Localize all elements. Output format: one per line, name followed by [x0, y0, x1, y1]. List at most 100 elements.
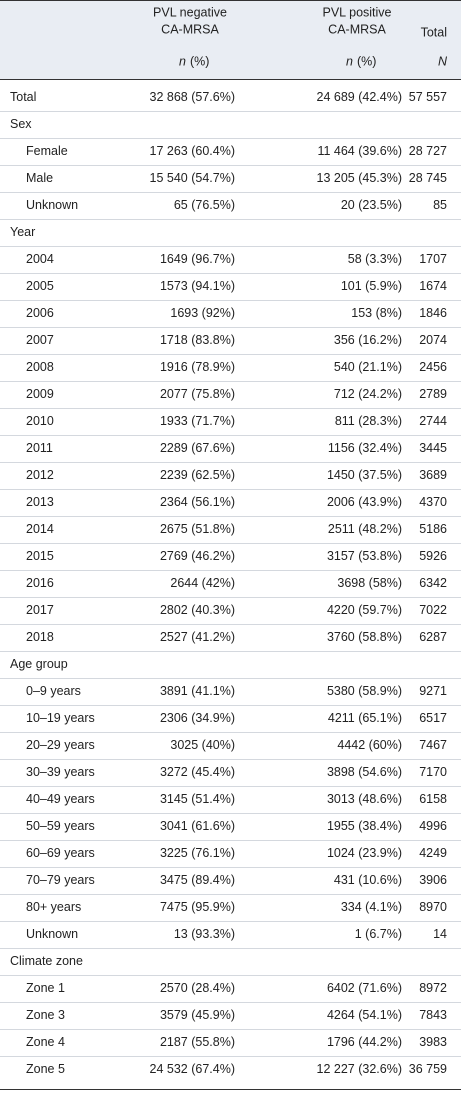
- cell: 3041 (61.6%): [160, 819, 235, 833]
- cell: 2364 (56.1%): [160, 495, 235, 509]
- cell: 2644 (42%): [170, 576, 235, 590]
- row-label: 2012: [26, 468, 54, 482]
- row-label: Male: [26, 171, 53, 185]
- cell: 4370: [419, 495, 447, 509]
- cell: 4249: [419, 846, 447, 860]
- row-label: 80+ years: [26, 900, 81, 914]
- group-label: Sex: [10, 117, 32, 131]
- row-label: 2018: [26, 630, 54, 644]
- header-background: [0, 0, 461, 79]
- cell: 24 689 (42.4%): [317, 90, 402, 104]
- row-label: 60–69 years: [26, 846, 95, 860]
- row-label: 50–59 years: [26, 819, 95, 833]
- cell: 1955 (38.4%): [327, 819, 402, 833]
- row-label: 2009: [26, 387, 54, 401]
- cell: 6402 (71.6%): [327, 981, 402, 995]
- cell: 3025 (40%): [170, 738, 235, 752]
- cell: 712 (24.2%): [334, 387, 402, 401]
- cell: 15 540 (54.7%): [150, 171, 235, 185]
- group-label: Age group: [10, 657, 68, 671]
- cell: 2802 (40.3%): [160, 603, 235, 617]
- cell: 5186: [419, 522, 447, 536]
- row-label: 10–19 years: [26, 711, 95, 725]
- group-label: Climate zone: [10, 954, 83, 968]
- cell: 2769 (46.2%): [160, 549, 235, 563]
- row-label: 2017: [26, 603, 54, 617]
- cell: 5926: [419, 549, 447, 563]
- row-label: Zone 1: [26, 981, 65, 995]
- row-label: 40–49 years: [26, 792, 95, 806]
- cell: 20 (23.5%): [341, 198, 402, 212]
- row-label: Zone 3: [26, 1008, 65, 1022]
- cell: 2570 (28.4%): [160, 981, 235, 995]
- cell: 6517: [419, 711, 447, 725]
- row-label: Zone 4: [26, 1035, 65, 1049]
- column-header: Total: [421, 25, 447, 39]
- cell: 6287: [419, 630, 447, 644]
- row-label: 2008: [26, 360, 54, 374]
- cell: 3983: [419, 1035, 447, 1049]
- cell: 32 868 (57.6%): [150, 90, 235, 104]
- cell: 2187 (55.8%): [160, 1035, 235, 1049]
- cell: 2744: [419, 414, 447, 428]
- column-variable: n: [346, 54, 353, 68]
- cell: 13 205 (45.3%): [317, 171, 402, 185]
- row-label: 2007: [26, 333, 54, 347]
- cell: 3145 (51.4%): [160, 792, 235, 806]
- cell: 2527 (41.2%): [160, 630, 235, 644]
- cell: 4264 (54.1%): [327, 1008, 402, 1022]
- cell: 1796 (44.2%): [327, 1035, 402, 1049]
- cell: 8970: [419, 900, 447, 914]
- row-label: 70–79 years: [26, 873, 95, 887]
- cell: 3760 (58.8%): [327, 630, 402, 644]
- cell: 57 557: [409, 90, 447, 104]
- cell: 6158: [419, 792, 447, 806]
- cell: 431 (10.6%): [334, 873, 402, 887]
- cell: 1707: [419, 252, 447, 266]
- row-label: 2006: [26, 306, 54, 320]
- cell: 28 745: [409, 171, 447, 185]
- cell: 3445: [419, 441, 447, 455]
- cell: 5380 (58.9%): [327, 684, 402, 698]
- cell: 2306 (34.9%): [160, 711, 235, 725]
- row-label: 0–9 years: [26, 684, 81, 698]
- cell: 1718 (83.8%): [160, 333, 235, 347]
- cell: 36 759: [409, 1062, 447, 1076]
- group-label: Year: [10, 225, 35, 239]
- cell: 540 (21.1%): [334, 360, 402, 374]
- row-label: Total: [10, 90, 36, 104]
- cell: 3689: [419, 468, 447, 482]
- cell: 3157 (53.8%): [327, 549, 402, 563]
- row-label: 20–29 years: [26, 738, 95, 752]
- cell: 3225 (76.1%): [160, 846, 235, 860]
- cell: 1933 (71.7%): [160, 414, 235, 428]
- column-unit: (%): [190, 54, 209, 68]
- cell: 2077 (75.8%): [160, 387, 235, 401]
- cell: 2239 (62.5%): [160, 468, 235, 482]
- row-label: 30–39 years: [26, 765, 95, 779]
- cell: 1846: [419, 306, 447, 320]
- cell: 85: [433, 198, 447, 212]
- cell: 3891 (41.1%): [160, 684, 235, 698]
- row-label: 2015: [26, 549, 54, 563]
- column-variable: N: [438, 54, 448, 68]
- cell: 1649 (96.7%): [160, 252, 235, 266]
- column-header: PVL negative: [153, 5, 227, 19]
- column-header: CA-MRSA: [328, 22, 386, 36]
- cell: 2074: [419, 333, 447, 347]
- cell: 153 (8%): [351, 306, 402, 320]
- cell: 1693 (92%): [170, 306, 235, 320]
- cell: 1156 (32.4%): [328, 441, 402, 455]
- cell: 3475 (89.4%): [160, 873, 235, 887]
- cell: 14: [433, 927, 447, 941]
- row-label: Female: [26, 144, 68, 158]
- cell: 3013 (48.6%): [327, 792, 402, 806]
- cell: 17 263 (60.4%): [150, 144, 235, 158]
- cell: 1573 (94.1%): [160, 279, 235, 293]
- cell: 65 (76.5%): [174, 198, 235, 212]
- cell: 1 (6.7%): [355, 927, 402, 941]
- cell: 6342: [419, 576, 447, 590]
- cell: 13 (93.3%): [174, 927, 235, 941]
- row-label: 2014: [26, 522, 54, 536]
